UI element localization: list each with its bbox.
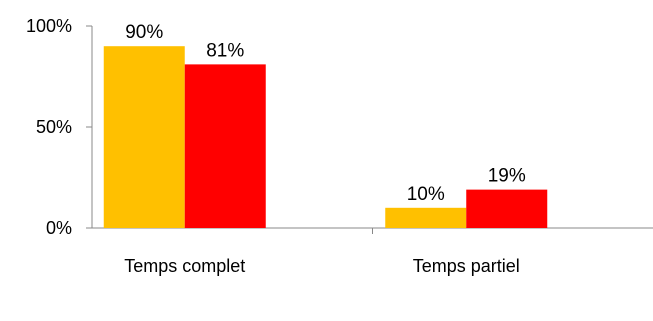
bar [385,207,467,228]
chart-bars [103,46,548,229]
x-category-label: Temps partiel [413,256,520,276]
data-label: 19% [488,166,526,187]
data-label: 81% [206,40,244,61]
chart-labels: 90% 81% Temps complet 10% 19% Temps partiel [124,22,526,276]
bar [184,64,266,228]
bar [466,189,548,228]
x-category-label: Temps complet [124,256,245,276]
bar [103,46,185,229]
data-label: 90% [125,22,163,43]
y-tick-label: 50% [36,117,72,137]
y-tick-label: 100% [26,16,72,36]
data-label: 10% [407,184,445,205]
y-tick-label: 0% [46,218,72,238]
